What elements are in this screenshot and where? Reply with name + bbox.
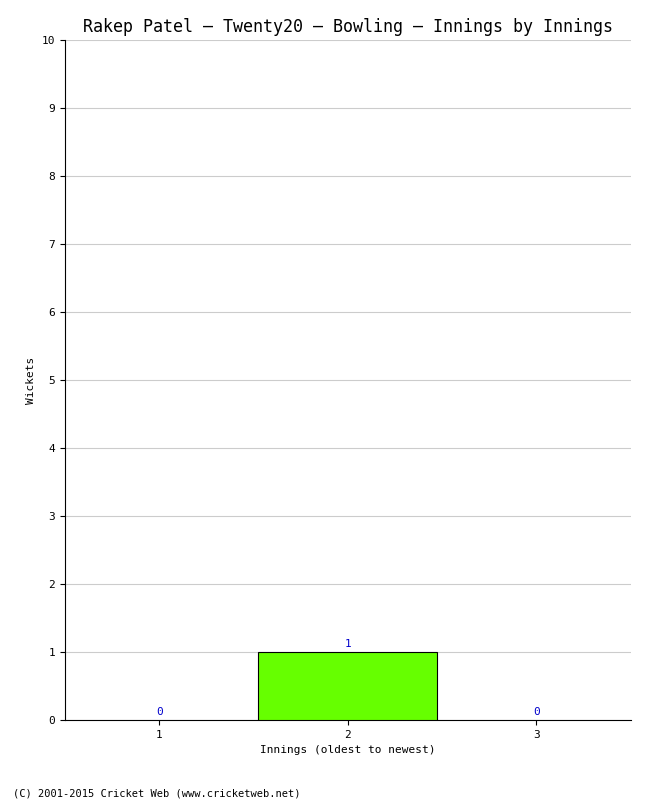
Text: (C) 2001-2015 Cricket Web (www.cricketweb.net): (C) 2001-2015 Cricket Web (www.cricketwe… bbox=[13, 788, 300, 798]
Title: Rakep Patel – Twenty20 – Bowling – Innings by Innings: Rakep Patel – Twenty20 – Bowling – Innin… bbox=[83, 18, 613, 36]
Y-axis label: Wickets: Wickets bbox=[26, 356, 36, 404]
X-axis label: Innings (oldest to newest): Innings (oldest to newest) bbox=[260, 746, 436, 755]
Text: 0: 0 bbox=[533, 706, 540, 717]
Text: 0: 0 bbox=[156, 706, 162, 717]
Text: 1: 1 bbox=[344, 638, 351, 649]
Bar bbox=[258, 652, 437, 720]
